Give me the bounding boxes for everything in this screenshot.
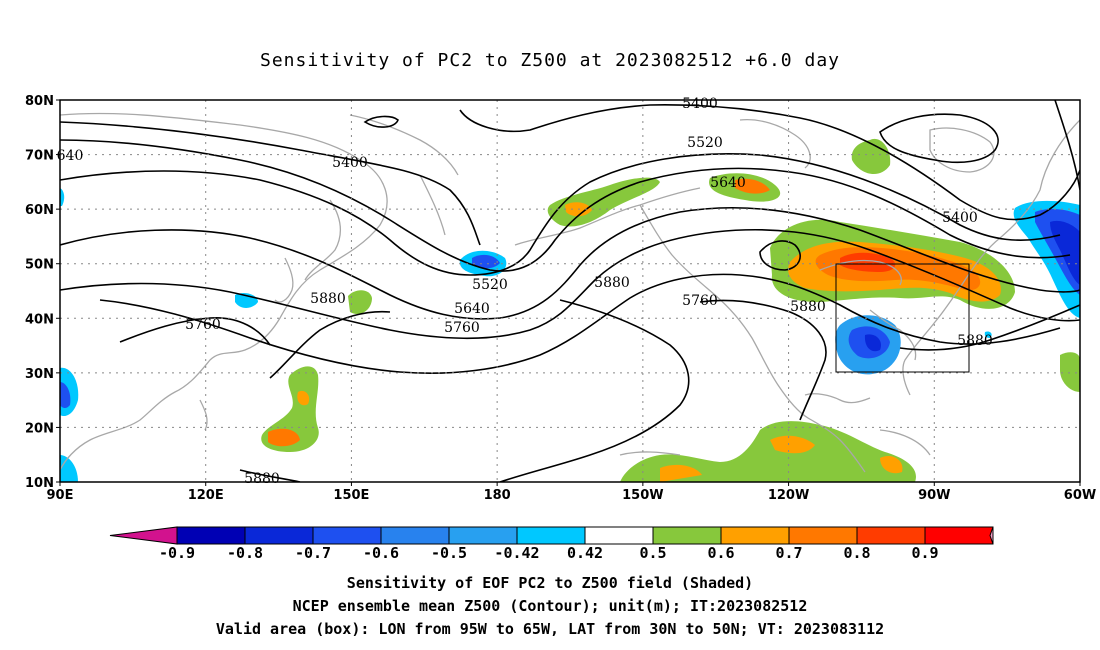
gridlines xyxy=(60,100,1080,482)
colorbar-label: 0.9 xyxy=(911,544,938,562)
contour-label: 5880 xyxy=(310,291,346,307)
colorbar-swatch xyxy=(516,526,586,545)
caption-valid-area: Valid area (box): LON from 95W to 65W, L… xyxy=(215,620,885,638)
contour-line xyxy=(499,299,690,482)
contour-labels: 5400 5520 5640 5400 5400 5520 5640 5760 5880 5760… xyxy=(57,96,993,487)
lat-tick-label: 50N xyxy=(25,258,54,273)
lat-tick-label: 30N xyxy=(25,367,54,382)
contour-label: 5400 xyxy=(942,210,978,226)
contour-label: 5880 xyxy=(790,299,826,315)
coastlines xyxy=(60,112,1080,473)
contour-label: 5520 xyxy=(687,135,723,151)
colorbar-label: -0.7 xyxy=(295,544,331,562)
map-title: Sensitivity of PC2 to Z500 at 2023082512… xyxy=(259,50,840,71)
colorbar-swatch xyxy=(584,526,654,545)
contour-line xyxy=(60,121,481,246)
contour-line xyxy=(899,304,1080,351)
lon-tick-label: 120W xyxy=(768,488,809,503)
contour-line xyxy=(119,317,271,346)
positive-region-tropics xyxy=(620,421,916,482)
colorbar-swatch xyxy=(652,526,722,545)
colorbar: -0.9 -0.8 -0.7 -0.6 -0.5 -0.42 0.42 0.5 0.6 0.7 0.… xyxy=(109,526,994,562)
contour-label: 5520 xyxy=(472,277,508,293)
contour-label: 5760 xyxy=(444,320,480,336)
lat-tick-label: 60N xyxy=(25,203,54,218)
contour-line xyxy=(459,104,1080,221)
contour-line xyxy=(699,299,827,421)
contour-label: 640 xyxy=(57,148,84,164)
colorbar-label: 0.5 xyxy=(639,544,666,562)
contour-line xyxy=(60,153,1061,276)
caption-contour: NCEP ensemble mean Z500 (Contour); unit(… xyxy=(292,597,808,615)
sensitivity-shading xyxy=(60,138,1080,482)
lon-tick-label: 120E xyxy=(188,488,224,503)
colorbar-swatch xyxy=(720,526,790,545)
lat-tick-label: 80N xyxy=(25,94,54,109)
lon-tick-label: 180 xyxy=(484,488,511,503)
plot-frame xyxy=(59,99,1081,483)
lat-tick-label: 70N xyxy=(25,149,54,164)
colorbar-label: 0.8 xyxy=(843,544,870,562)
z500-contours xyxy=(60,100,1080,482)
contour-line xyxy=(60,206,1080,320)
colorbar-triangle-right xyxy=(989,526,994,545)
colorbar-swatch xyxy=(788,526,858,545)
contour-label: 5880 xyxy=(244,471,280,487)
valid-area-box xyxy=(835,263,970,373)
contour-line xyxy=(60,139,1071,272)
colorbar-swatch xyxy=(312,526,382,545)
contour-line xyxy=(759,240,801,271)
colorbar-swatch xyxy=(244,526,314,545)
contour-line xyxy=(879,113,999,164)
colorbar-label: 0.6 xyxy=(707,544,734,562)
colorbar-label: -0.5 xyxy=(431,544,467,562)
contour-label: 5400 xyxy=(682,96,718,112)
colorbar-swatch xyxy=(176,526,246,545)
colorbar-swatch xyxy=(448,526,518,545)
colorbar-triangle-left xyxy=(109,526,178,545)
positive-region-north-america-red xyxy=(840,252,896,272)
contour-line xyxy=(60,228,1080,340)
colorbar-swatch xyxy=(924,526,994,545)
contour-label: 5760 xyxy=(682,293,718,309)
contour-label: 5760 xyxy=(185,317,221,333)
contour-label: 5640 xyxy=(454,301,490,317)
colorbar-label: 0.42 xyxy=(567,544,603,562)
contour-line xyxy=(1054,100,1080,191)
lon-tick-label: 150E xyxy=(333,488,369,503)
lon-tick-label: 60W xyxy=(1064,488,1096,503)
colorbar-label: -0.8 xyxy=(227,544,263,562)
contour-label: 5880 xyxy=(957,333,993,349)
caption-shading: Sensitivity of EOF PC2 to Z500 field (Sh… xyxy=(346,574,754,592)
contour-line xyxy=(269,310,391,379)
colorbar-swatch xyxy=(856,526,926,545)
colorbar-label: -0.42 xyxy=(494,544,539,562)
contour-line xyxy=(99,273,1061,374)
colorbar-label: -0.6 xyxy=(363,544,399,562)
lat-tick-label: 10N xyxy=(25,476,54,491)
lat-tick-label: 20N xyxy=(25,421,54,436)
contour-line xyxy=(239,469,301,482)
colorbar-label: -0.9 xyxy=(159,544,195,562)
contour-label: 5880 xyxy=(594,275,630,291)
contour-label: 5400 xyxy=(332,155,368,171)
lon-tick-label: 90E xyxy=(47,488,74,503)
colorbar-swatch xyxy=(380,526,450,545)
lon-tick-label: 150W xyxy=(622,488,663,503)
contour-line xyxy=(363,115,399,128)
lat-tick-label: 40N xyxy=(25,312,54,327)
colorbar-label: 0.7 xyxy=(775,544,802,562)
contour-label: 5640 xyxy=(710,175,746,191)
lon-tick-label: 90W xyxy=(918,488,950,503)
